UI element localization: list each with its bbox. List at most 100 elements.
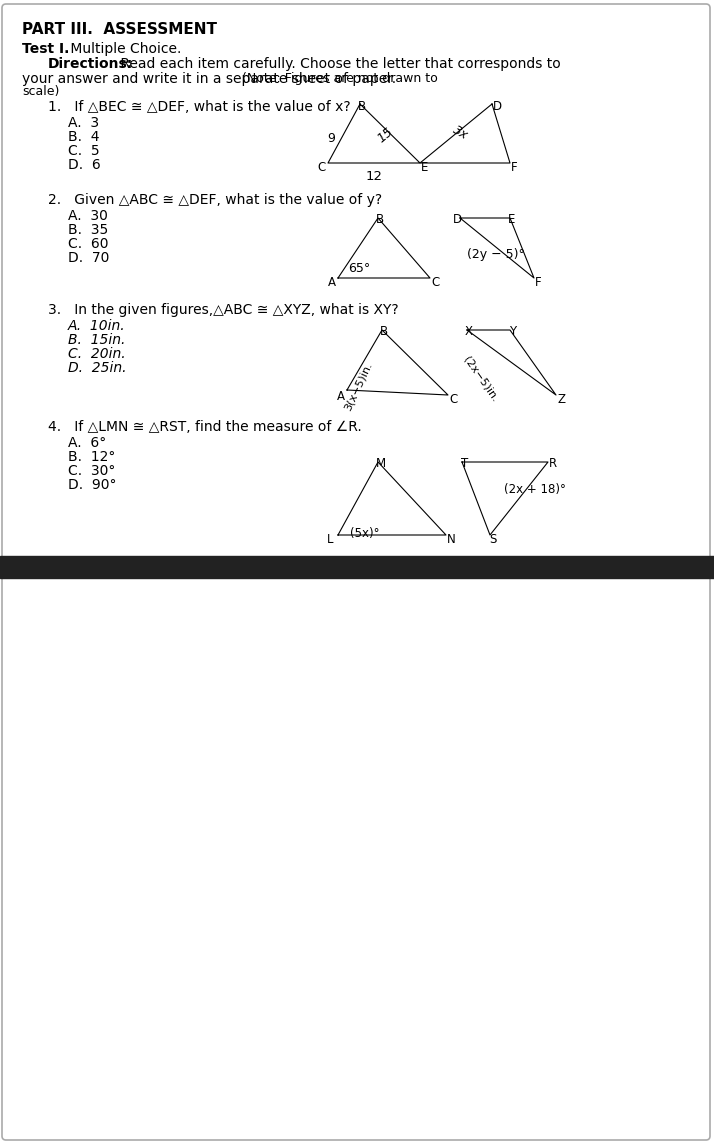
Text: B.: B. [185, 980, 208, 994]
Text: B: B [376, 214, 384, 226]
Text: Y: Y [509, 325, 516, 338]
Text: C.  x = 10, y = 10: C. x = 10, y = 10 [330, 691, 454, 705]
Bar [6, 578, 706, 1136]
Text: scale): scale) [22, 85, 59, 98]
Text: D.  75cm.: D. 75cm. [533, 810, 600, 825]
Text: C: C [449, 393, 457, 407]
Text: Directions:: Directions: [48, 57, 134, 71]
Text: 8.   Given △MOD ≅ △TUV, MD = (4y + 5)cm. and TV = (6y − 9)cm., find the length: 8. Given △MOD ≅ △TUV, MD = (4y + 5)cm. a… [22, 780, 598, 794]
Text: B.  4: B. 4 [68, 130, 99, 144]
Text: WT: WT [208, 980, 230, 994]
Text: your answer and write it in a separate sheet of paper.: your answer and write it in a separate s… [22, 72, 396, 86]
Text: A.  2cm.: A. 2cm. [48, 638, 105, 652]
Text: A.   x = 5, y = 5: A. x = 5, y = 5 [48, 691, 159, 705]
Text: S: S [489, 533, 496, 546]
Text: C: C [431, 276, 439, 289]
Text: B.  15in.: B. 15in. [68, 333, 126, 347]
Text: B.  x = 1, y = 4: B. x = 1, y = 4 [38, 871, 144, 885]
Text: D.  25°: D. 25° [533, 758, 581, 772]
Text: X: X [465, 325, 473, 338]
Text: D.  x = 10, y = 20: D. x = 10, y = 20 [330, 705, 455, 719]
Text: of MD and TV.: of MD and TV. [22, 794, 119, 809]
Text: 10 − y: 10 − y [411, 920, 453, 934]
Text: 7.   Given △MRT ≅ △CAB, m∠R = (3y + 4)° and m∠A = (8y − 6)°, find m∠R: 7. Given △MRT ≅ △CAB, m∠R = (3y + 4)° an… [22, 727, 551, 742]
Text: 3(x−5)in.: 3(x−5)in. [342, 360, 373, 412]
Text: D: D [453, 214, 462, 226]
Text: C.  22°: C. 22° [370, 758, 418, 772]
Text: 9: 9 [327, 132, 335, 145]
Text: C.  6cm.: C. 6cm. [370, 638, 427, 652]
Text: 15: 15 [375, 124, 396, 145]
Text: 10x: 10x [403, 868, 422, 891]
Text: R: R [549, 457, 557, 471]
Text: A.  10°: A. 10° [48, 758, 95, 772]
Text: B: B [358, 100, 366, 113]
Text: (2x + 18)°: (2x + 18)° [504, 483, 566, 496]
Text: A.  x = −1, y = 6: A. x = −1, y = 6 [38, 856, 156, 871]
Text: 10.  If △WAT ≅ △MUS, WA = 18 un., m∠A = 40°, m∠S = 10°, which of the following: 10. If △WAT ≅ △MUS, WA = 18 un., m∠A = 4… [22, 950, 603, 964]
Text: y + 2x: y + 2x [313, 920, 355, 934]
Text: A: A [328, 276, 336, 289]
Text: MS: MS [242, 980, 263, 994]
Text: 12: 12 [366, 170, 383, 183]
Text: ≅: ≅ [226, 980, 246, 994]
Text: D.  70: D. 70 [68, 251, 109, 265]
Text: C.  60: C. 60 [68, 238, 109, 251]
Text: B: B [380, 325, 388, 338]
Text: (2x−5)in.: (2x−5)in. [462, 355, 501, 404]
Text: 2.   Given △ABC ≅ △DEF, what is the value of y?: 2. Given △ABC ≅ △DEF, what is the value … [48, 193, 382, 207]
Text: A.  3: A. 3 [68, 116, 99, 130]
Text: B.  33cm.: B. 33cm. [196, 810, 262, 825]
Text: (2y − 5)°: (2y − 5)° [467, 248, 525, 262]
Text: D.  x = 2, y = 6: D. x = 2, y = 6 [38, 899, 146, 912]
Text: F: F [511, 161, 518, 174]
Text: A.  m∠W = 130°: A. m∠W = 130° [38, 980, 154, 994]
Text: (5x)°: (5x)° [350, 526, 380, 540]
Text: T: T [461, 457, 468, 471]
Text: Read each item carefully. Choose the letter that corresponds to: Read each item carefully. Choose the let… [116, 57, 560, 71]
Text: statements is false?: statements is false? [22, 964, 161, 978]
Text: 3.   In the given figures,△ABC ≅ △XYZ, what is XY?: 3. In the given figures,△ABC ≅ △XYZ, wha… [48, 303, 398, 317]
Bar [0, 556, 714, 578]
Text: F: F [535, 276, 542, 289]
Text: D.  90°: D. 90° [68, 478, 116, 492]
Text: C.  30°: C. 30° [68, 464, 116, 478]
Text: A.  10in.: A. 10in. [68, 319, 126, 333]
Text: C.  MU = 18 un.: C. MU = 18 un. [370, 980, 479, 994]
Text: C.  x = 2, y = 4: C. x = 2, y = 4 [38, 885, 144, 899]
Text: Z: Z [557, 393, 565, 407]
Text: C.  5: C. 5 [68, 144, 100, 158]
Text: E: E [508, 214, 516, 226]
Text: 5.   △AMY ≅ △LOU, OU = (4x + 2) cm. and MY = (6x − 4)cm. What is the length of: 5. △AMY ≅ △LOU, OU = (4x + 2) cm. and MY… [22, 608, 593, 621]
Text: OU?: OU? [22, 621, 51, 635]
Text: 1.   If △BEC ≅ △DEF, what is the value of x?: 1. If △BEC ≅ △DEF, what is the value of … [48, 100, 351, 114]
Text: B.   x = 5, y = 10: B. x = 5, y = 10 [48, 705, 168, 719]
Text: PART III.  ASSESSMENT: PART III. ASSESSMENT [22, 22, 217, 37]
Text: B.  11°: B. 11° [196, 758, 243, 772]
Text: C.  20in.: C. 20in. [68, 347, 126, 361]
Text: D.  25in.: D. 25in. [68, 361, 126, 375]
Text: 3x: 3x [450, 123, 470, 142]
Text: and m∠A.: and m∠A. [22, 742, 92, 756]
Text: L: L [327, 533, 333, 546]
Text: D.  14cm.: D. 14cm. [533, 638, 600, 652]
Text: A.  6°: A. 6° [68, 436, 106, 450]
Text: 6.   If △HPI ≅ △JOY, HP = 15 units,  HI = 9 units, PI = 8 units,  JY = (2x − 1) : 6. If △HPI ≅ △JOY, HP = 15 units, HI = 9… [22, 660, 578, 674]
Text: B.  35: B. 35 [68, 223, 109, 238]
Text: B.  12°: B. 12° [68, 450, 116, 464]
Text: N: N [447, 533, 456, 546]
Text: 2x+8: 2x+8 [294, 876, 316, 908]
FancyBboxPatch shape [2, 5, 710, 1140]
Text: (Note: Figures are not drawn to: (Note: Figures are not drawn to [22, 72, 438, 85]
Text: B.  3cm.: B. 3cm. [196, 638, 253, 652]
Text: E: E [421, 161, 428, 174]
Text: A.  23cm.: A. 23cm. [48, 810, 114, 825]
Text: A.  30: A. 30 [68, 209, 108, 223]
Text: A: A [337, 391, 345, 403]
Text: M: M [376, 457, 386, 471]
Text: Test I.: Test I. [22, 42, 69, 56]
Text: and JO = (2y + 5) units, find the values of x and y.: and JO = (2y + 5) units, find the values… [22, 675, 371, 689]
Text: 65°: 65° [348, 262, 371, 275]
Text: D.  6: D. 6 [68, 158, 101, 172]
Text: C: C [317, 161, 326, 174]
